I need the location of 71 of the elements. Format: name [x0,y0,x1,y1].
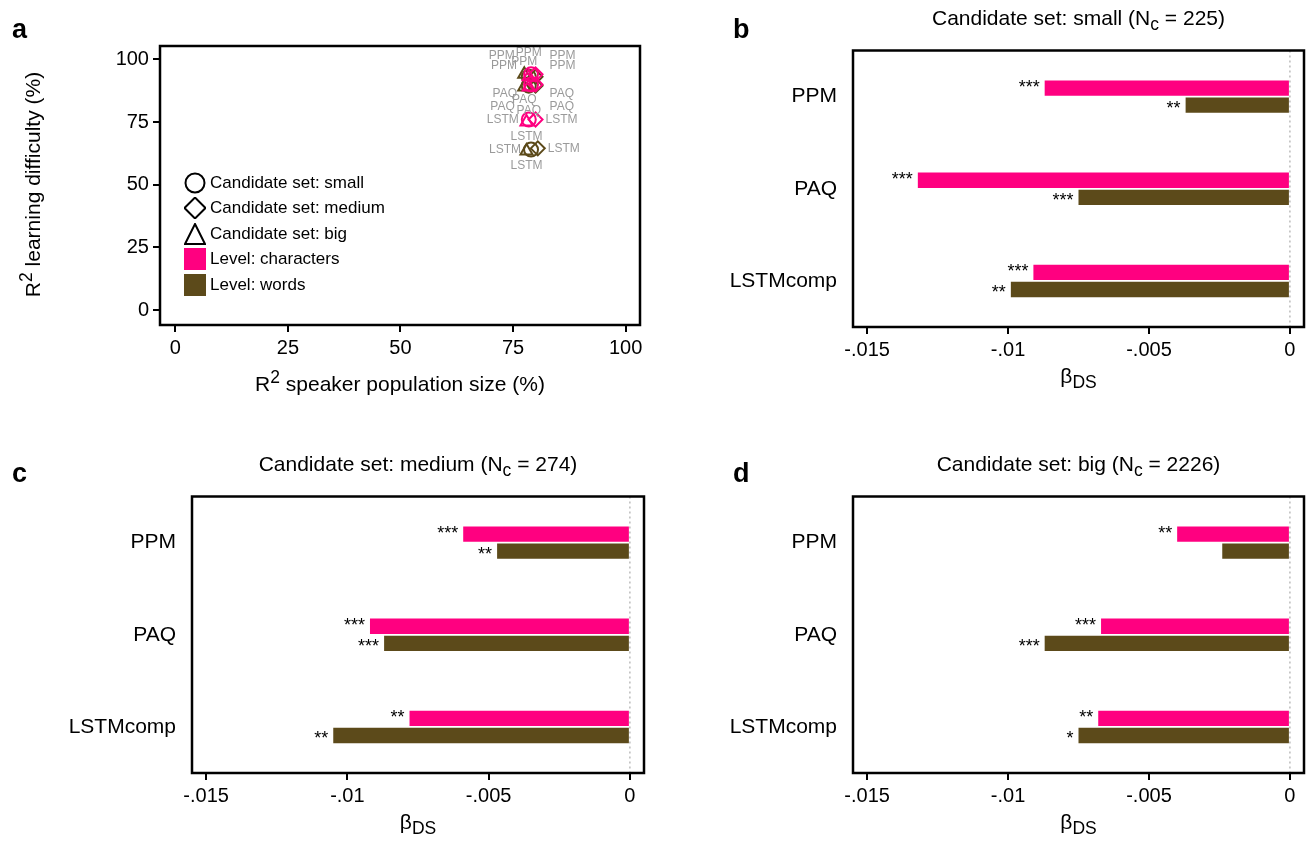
data-label: ** [390,707,405,728]
x-tick-label: -.005 [1126,337,1172,360]
x-tick-label: 0 [624,783,636,806]
x-axis-title: R$^{2}$ speaker population size (%) [254,367,546,396]
data-label: * [1066,728,1074,749]
data-label: *** [1018,636,1040,657]
data-label: *** [343,615,365,636]
y-tick-label: 0 [137,297,149,320]
data-label: *** [1018,77,1040,98]
x-axis-title: β$_{DS}$ [1059,810,1098,840]
annotation: Level: words [210,274,306,295]
y-tick-label: 50 [126,172,149,195]
x-tick-label: 50 [389,335,412,358]
annotation: Candidate set: medium [210,198,385,219]
data-label: *** [437,523,459,544]
x-tick-label: -.01 [330,783,365,806]
x-tick-label: -.01 [990,337,1026,360]
data-label: ** [314,728,329,749]
y-tick-label: PAQ [133,621,176,645]
x-tick-label: 75 [501,335,525,358]
x-tick-label: -.015 [844,337,890,360]
text: d [733,458,750,489]
data-label: LSTM [489,141,522,156]
chart-title: Candidate set: big (N$_{c}$ = 2226) [935,452,1222,482]
annotation: Level: characters [210,249,340,270]
y-tick-label: LSTMcomp [729,713,837,737]
y-tick-label: 100 [115,46,149,69]
data-label: *** [1007,261,1029,282]
text: c [12,458,28,489]
data-label: LSTM [510,158,543,173]
data-label: *** [891,169,913,190]
y-tick-label: LSTMcomp [68,713,176,737]
point [519,142,534,156]
data-label: *** [1052,190,1074,211]
data-label: ** [991,282,1006,303]
y-tick-label: PPM [130,529,176,553]
x-tick-label: 0 [1284,337,1296,360]
x-tick-label: 0 [1284,783,1296,806]
annotation: Candidate set: big [210,223,348,244]
x-tick-label: -.005 [465,783,512,806]
x-axis-title: β$_{DS}$ [1059,364,1098,394]
data-label: ** [1166,98,1181,119]
y-tick-label: PPM [791,529,837,553]
y-tick-label: PPM [791,83,837,107]
x-tick-label: -.015 [844,783,890,806]
y-tick-label: PAQ [794,621,837,645]
data-label: ** [478,544,493,565]
point [529,140,546,157]
annotation: Candidate set: small [210,172,365,193]
data-label: LSTM [510,129,543,144]
data-label: LSTM [547,140,580,155]
x-axis-title: β$_{DS}$ [398,810,438,840]
data-label: *** [358,636,380,657]
chart-title: Candidate set: medium (N$_{c}$ = 274) [257,452,579,482]
x-tick-label: -.005 [1126,783,1172,806]
y-tick-label: LSTMcomp [729,267,837,291]
chart-title: Candidate set: small (N$_{c}$ = 225) [931,6,1226,36]
y-tick-label: PAQ [794,175,837,199]
y-tick-label: 25 [126,234,149,257]
data-label: ** [1079,707,1094,728]
text: a [12,14,28,45]
data-label: *** [1075,615,1097,636]
x-tick-label: 100 [608,335,643,358]
y-tick-label: 75 [126,109,149,132]
point [523,141,540,158]
data-label: PAQ [549,85,574,100]
text: b [733,14,750,45]
data-label: ** [1158,523,1173,544]
x-tick-label: -.01 [990,783,1026,806]
x-tick-label: 25 [276,335,299,358]
x-tick-label: -.015 [183,783,229,806]
